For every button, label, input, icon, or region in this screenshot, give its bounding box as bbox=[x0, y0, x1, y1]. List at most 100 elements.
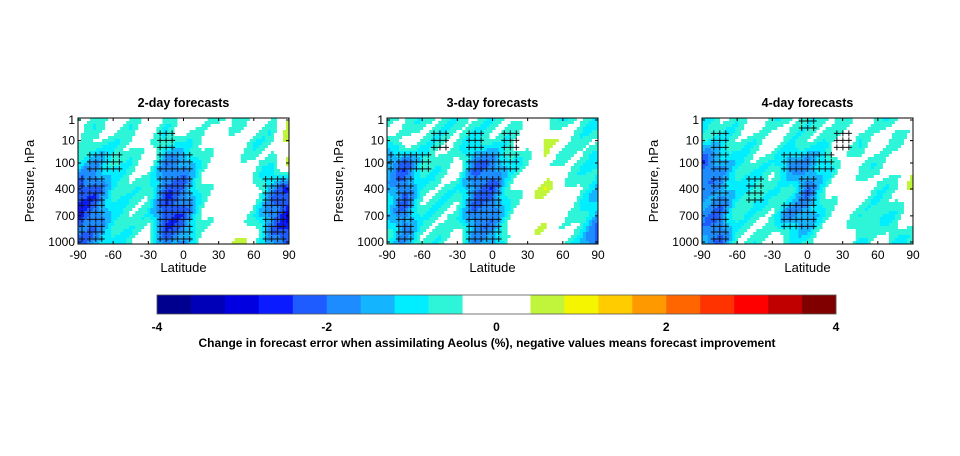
heatmap-cell bbox=[517, 118, 520, 121]
heatmap-cell bbox=[108, 214, 111, 217]
heatmap-cell bbox=[226, 163, 229, 166]
heatmap-cell bbox=[138, 238, 141, 241]
heatmap-cell bbox=[235, 130, 238, 133]
heatmap-cell bbox=[265, 154, 268, 157]
heatmap-cell bbox=[526, 187, 529, 190]
heatmap-cell bbox=[141, 139, 144, 142]
heatmap-cell bbox=[132, 193, 135, 196]
heatmap-cell bbox=[541, 151, 544, 154]
heatmap-cell bbox=[405, 196, 408, 199]
heatmap-cell bbox=[277, 121, 280, 124]
heatmap-cell bbox=[571, 130, 574, 133]
heatmap-cell bbox=[396, 142, 399, 145]
heatmap-cell bbox=[202, 169, 205, 172]
heatmap-cell bbox=[441, 160, 444, 163]
heatmap-cell bbox=[517, 121, 520, 124]
heatmap-cell bbox=[220, 160, 223, 163]
heatmap-cell bbox=[235, 223, 238, 226]
heatmap-cell bbox=[226, 184, 229, 187]
heatmap-cell bbox=[387, 184, 390, 187]
heatmap-cell bbox=[144, 190, 147, 193]
heatmap-cell bbox=[250, 211, 253, 214]
heatmap-cell bbox=[147, 190, 150, 193]
heatmap-cell bbox=[271, 121, 274, 124]
heatmap-cell bbox=[162, 172, 165, 175]
heatmap-cell bbox=[450, 127, 453, 130]
heatmap-cell bbox=[441, 178, 444, 181]
heatmap-cell bbox=[141, 148, 144, 151]
heatmap-cell bbox=[147, 139, 150, 142]
heatmap-cell bbox=[483, 148, 486, 151]
heatmap-cell bbox=[235, 217, 238, 220]
heatmap-cell bbox=[456, 154, 459, 157]
heatmap-cell bbox=[568, 145, 571, 148]
heatmap-cell bbox=[229, 214, 232, 217]
heatmap-cell bbox=[223, 190, 226, 193]
heatmap-cell bbox=[235, 181, 238, 184]
heatmap-cell bbox=[529, 145, 532, 148]
heatmap-cell bbox=[256, 223, 259, 226]
heatmap-cell bbox=[574, 187, 577, 190]
heatmap-cell bbox=[141, 226, 144, 229]
heatmap-cell bbox=[493, 148, 496, 151]
heatmap-cell bbox=[132, 184, 135, 187]
heatmap-cell bbox=[108, 238, 111, 241]
heatmap-cell bbox=[114, 139, 117, 142]
heatmap-cell bbox=[153, 220, 156, 223]
heatmap-cell bbox=[465, 148, 468, 151]
heatmap-cell bbox=[480, 124, 483, 127]
heatmap-cell bbox=[256, 169, 259, 172]
heatmap-cell bbox=[399, 124, 402, 127]
heatmap-cell bbox=[220, 154, 223, 157]
heatmap-cell bbox=[84, 118, 87, 121]
heatmap-cell bbox=[520, 133, 523, 136]
heatmap-cell bbox=[135, 208, 138, 211]
heatmap-cell bbox=[256, 160, 259, 163]
heatmap-cell bbox=[580, 130, 583, 133]
heatmap-cell bbox=[244, 229, 247, 232]
heatmap-cell bbox=[84, 145, 87, 148]
heatmap-cell bbox=[238, 154, 241, 157]
heatmap-cell bbox=[111, 163, 114, 166]
heatmap-cell bbox=[238, 124, 241, 127]
heatmap-cell bbox=[471, 124, 474, 127]
heatmap-cell bbox=[150, 238, 153, 241]
heatmap-cell bbox=[441, 169, 444, 172]
heatmap-cell bbox=[450, 181, 453, 184]
heatmap-cell bbox=[202, 148, 205, 151]
heatmap-cell bbox=[202, 145, 205, 148]
heatmap-cell bbox=[559, 145, 562, 148]
heatmap-cell bbox=[214, 190, 217, 193]
heatmap-cell bbox=[135, 223, 138, 226]
heatmap-cell bbox=[256, 208, 259, 211]
heatmap-cell bbox=[144, 193, 147, 196]
heatmap-cell bbox=[141, 208, 144, 211]
heatmap-cell bbox=[553, 145, 556, 148]
heatmap-cell bbox=[550, 184, 553, 187]
heatmap-cell bbox=[456, 139, 459, 142]
heatmap-cell bbox=[223, 229, 226, 232]
heatmap-cell bbox=[247, 136, 250, 139]
heatmap-cell bbox=[559, 130, 562, 133]
heatmap-cell bbox=[411, 148, 414, 151]
heatmap-cell bbox=[577, 181, 580, 184]
heatmap-cell bbox=[517, 148, 520, 151]
heatmap-cell bbox=[538, 139, 541, 142]
heatmap-cell bbox=[562, 181, 565, 184]
heatmap-cell bbox=[244, 172, 247, 175]
heatmap-cell bbox=[420, 169, 423, 172]
heatmap-cell bbox=[105, 190, 108, 193]
heatmap-cell bbox=[105, 133, 108, 136]
heatmap-cell bbox=[265, 139, 268, 142]
heatmap-cell bbox=[208, 136, 211, 139]
heatmap-cell bbox=[202, 229, 205, 232]
heatmap-cell bbox=[232, 142, 235, 145]
heatmap-cell bbox=[568, 130, 571, 133]
heatmap-cell bbox=[477, 142, 480, 145]
heatmap-cell bbox=[135, 121, 138, 124]
heatmap-cell bbox=[423, 184, 426, 187]
heatmap-cell bbox=[586, 157, 589, 160]
heatmap-cell bbox=[456, 160, 459, 163]
heatmap-cell bbox=[111, 232, 114, 235]
heatmap-cell bbox=[589, 151, 592, 154]
